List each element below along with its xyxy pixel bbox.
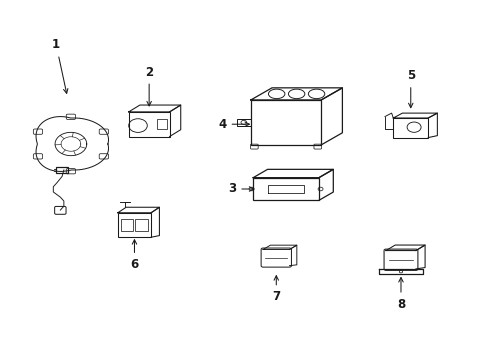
Bar — [156, 120, 166, 129]
Text: 2: 2 — [145, 66, 153, 106]
Text: 4: 4 — [218, 118, 249, 131]
Bar — [56, 167, 68, 173]
Bar — [135, 220, 148, 230]
Text: 6: 6 — [130, 240, 138, 271]
Text: 1: 1 — [52, 39, 68, 93]
Text: 7: 7 — [272, 276, 280, 303]
Text: 5: 5 — [406, 69, 414, 108]
Bar — [236, 118, 250, 126]
Text: 3: 3 — [228, 183, 253, 195]
Text: 8: 8 — [396, 278, 404, 311]
Bar — [121, 220, 133, 230]
